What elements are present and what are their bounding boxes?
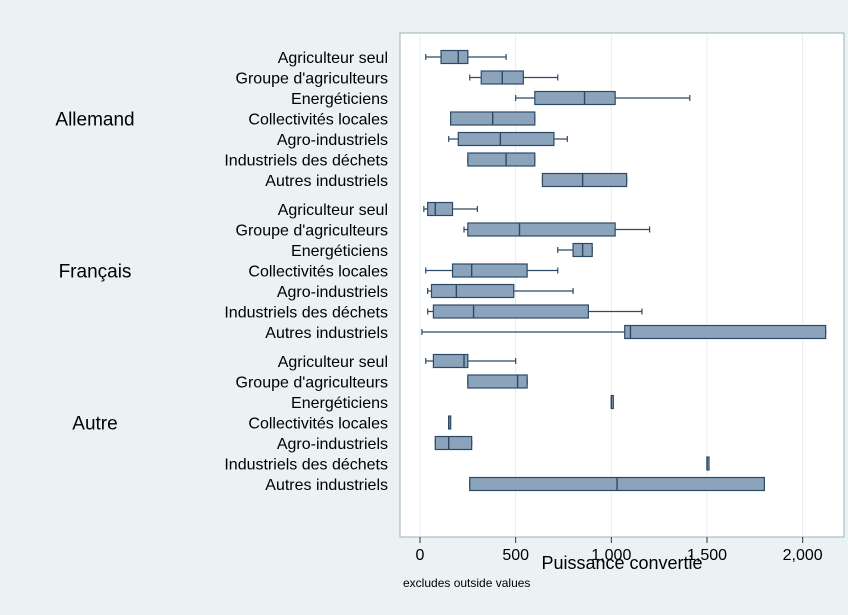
box [467, 374, 528, 389]
box [440, 49, 469, 65]
box [457, 131, 555, 147]
category-label: Autres industriels [265, 173, 388, 190]
category-label: Collectivités locales [248, 112, 388, 129]
box [427, 201, 454, 217]
x-tick-label: 500 [502, 547, 529, 564]
box [534, 90, 616, 106]
category-label: Energéticiens [291, 395, 388, 412]
box [467, 152, 536, 167]
box [432, 304, 589, 319]
chart-note: excludes outside values [403, 576, 530, 590]
box [541, 172, 628, 188]
category-label: Agro-industriels [277, 132, 388, 149]
x-tick-label: 1,000 [591, 547, 631, 564]
category-label: Groupe d'agriculteurs [236, 71, 388, 88]
box [430, 283, 515, 299]
category-label: Energéticiens [291, 243, 388, 260]
box [624, 324, 827, 340]
x-tick-label: 1,500 [687, 547, 727, 564]
x-tick-label: 0 [416, 547, 425, 564]
group-label: Allemand [55, 110, 134, 131]
category-label: Industriels des déchets [224, 457, 388, 474]
category-label: Agriculteur seul [278, 50, 388, 67]
category-label: Groupe d'agriculteurs [236, 223, 388, 240]
category-label: Industriels des déchets [224, 305, 388, 322]
boxes [421, 49, 827, 492]
category-label: Collectivités locales [248, 264, 388, 281]
box [432, 353, 469, 369]
x-axis-title: Puissance convertie [541, 553, 702, 573]
category-label: Industriels des déchets [224, 153, 388, 170]
box [434, 435, 473, 451]
category-label: Agro-industriels [277, 436, 388, 453]
group-label: Autre [72, 414, 117, 435]
group-labels: Allemand Français Autre [55, 110, 134, 435]
x-tick-label: 2,000 [783, 547, 823, 564]
x-axis: 0 500 1,000 1,500 2,000 [416, 537, 823, 564]
category-label: Autres industriels [265, 477, 388, 494]
category-label: Autres industriels [265, 325, 388, 342]
category-label: Energéticiens [291, 91, 388, 108]
category-label: Agriculteur seul [278, 202, 388, 219]
category-label: Agriculteur seul [278, 354, 388, 371]
box [467, 222, 616, 237]
category-labels: Agriculteur seul Groupe d'agriculteurs Ene… [224, 50, 388, 494]
box [451, 263, 528, 278]
category-label: Collectivités locales [248, 416, 388, 433]
group-label: Français [59, 262, 132, 283]
category-label: Groupe d'agriculteurs [236, 375, 388, 392]
category-label: Agro-industriels [277, 284, 388, 301]
